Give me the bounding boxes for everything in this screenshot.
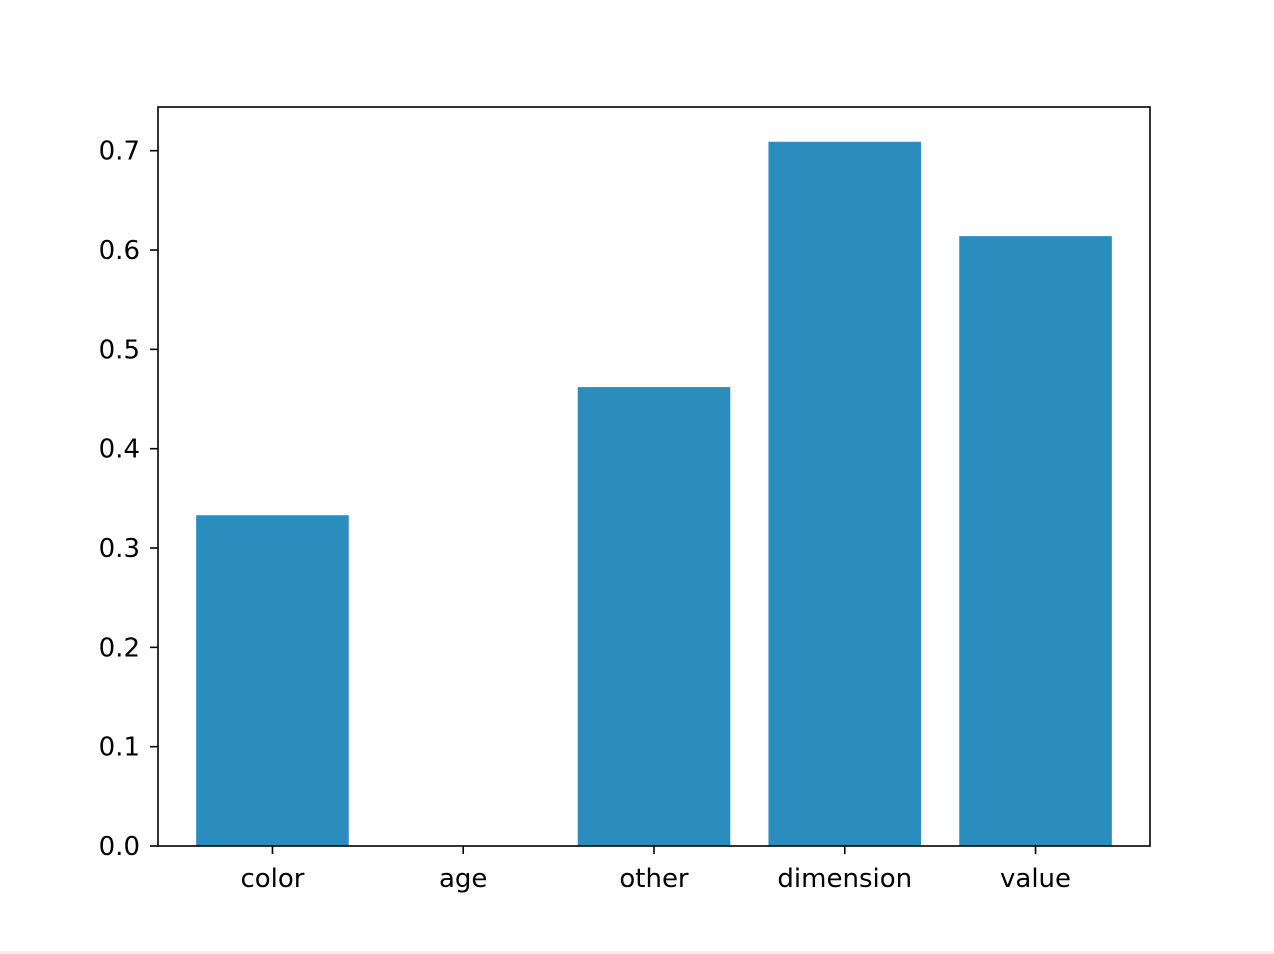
- bottom-divider: [0, 951, 1274, 954]
- x-tick-label-color: color: [240, 864, 304, 894]
- y-tick-label-0.1: 0.1: [99, 733, 140, 763]
- axes-frame: [157, 106, 1151, 847]
- bar-value: [959, 236, 1112, 846]
- x-tick-label-other: other: [619, 864, 689, 894]
- y-axis: 0.0 0.1 0.2 0.3 0.4 0.5 0.6 0.7: [99, 137, 158, 862]
- x-tick-label-value: value: [1000, 864, 1071, 894]
- y-tick-label-0.2: 0.2: [99, 633, 140, 663]
- y-tick-label-0.0: 0.0: [99, 832, 140, 862]
- bar-color: [196, 515, 349, 846]
- bar-other: [577, 387, 731, 846]
- bars-group: [196, 141, 1112, 847]
- y-tick-label-0.6: 0.6: [99, 236, 140, 266]
- y-tick-label-0.4: 0.4: [99, 435, 140, 465]
- y-tick-label-0.5: 0.5: [99, 335, 140, 365]
- y-tick-label-0.7: 0.7: [99, 137, 140, 167]
- x-tick-label-age: age: [439, 864, 487, 894]
- y-tick-label-0.3: 0.3: [99, 534, 140, 564]
- x-axis: color age other dimension value: [240, 846, 1071, 894]
- bar-dimension: [768, 141, 922, 847]
- x-tick-label-dimension: dimension: [777, 864, 912, 894]
